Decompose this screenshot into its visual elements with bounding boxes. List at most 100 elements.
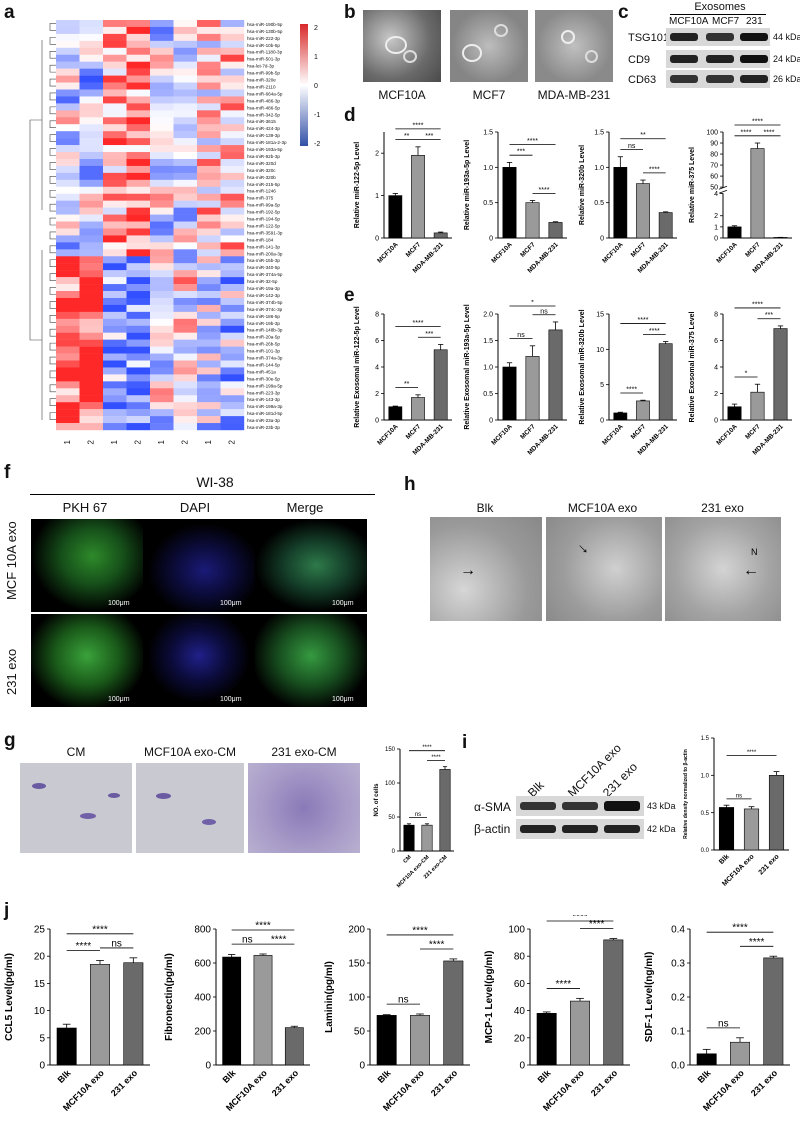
heatmap-cell — [103, 304, 127, 313]
bar — [90, 964, 110, 1066]
panel-label-c: c — [618, 2, 629, 23]
significance-label: **** — [413, 122, 424, 129]
heatmap-cell — [79, 395, 104, 403]
heatmap-cell — [103, 395, 127, 403]
em-label-mcf7: MCF7 — [472, 88, 506, 102]
heatmap-gene-label: hsa-miR-142-3p — [247, 293, 280, 298]
heatmap-cell — [126, 179, 151, 187]
y-tick-label: 25 — [34, 925, 46, 936]
heatmap-cell — [220, 207, 245, 215]
heatmap-cell — [79, 409, 104, 417]
blot-strip-alpha-sma — [516, 796, 644, 816]
heatmap-cell — [79, 297, 104, 306]
heatmap-cell — [79, 145, 104, 153]
heatmap-cell — [173, 145, 198, 153]
heatmap-cell — [56, 297, 80, 306]
heatmap-cell — [173, 346, 198, 354]
heatmap-cell — [56, 200, 80, 208]
category-label: Blk — [536, 1067, 554, 1085]
heatmap-cell — [126, 158, 151, 167]
bar — [603, 939, 624, 1066]
heatmap-cell — [197, 256, 221, 264]
y-axis-label: Relative miR-375 Level — [689, 147, 696, 223]
heatmap-cell — [220, 228, 245, 236]
heatmap-scale-tick: -1 — [314, 112, 320, 119]
heatmap-cell — [197, 207, 221, 215]
significance-label: **** — [76, 941, 92, 952]
heatmap-cell — [173, 291, 198, 299]
y-tick-label: 5 — [39, 1033, 45, 1044]
heatmap-cell — [126, 242, 151, 250]
heatmap-cell — [79, 179, 104, 187]
heatmap-cell — [126, 277, 151, 285]
heatmap-cell — [79, 339, 104, 347]
heatmap-cell — [56, 346, 80, 354]
y-tick-label: 1.0 — [483, 165, 493, 172]
heatmap-cell — [173, 423, 198, 431]
bar — [548, 329, 563, 421]
heatmap-cell — [220, 179, 245, 187]
heatmap-cell — [220, 47, 245, 55]
heatmap-cell — [197, 416, 221, 424]
heatmap-cell — [150, 193, 174, 201]
heatmap-cell — [56, 158, 80, 167]
heatmap-gene-label: hsa-miR-320d — [247, 161, 276, 166]
heatmap-cell — [79, 200, 104, 208]
bar — [768, 775, 785, 851]
heatmap-cell — [173, 40, 198, 48]
heatmap-cell — [103, 249, 127, 257]
y-tick-label: 150 — [348, 959, 365, 970]
blot-protein-cd63: CD63 — [628, 74, 657, 86]
panel-label-a: a — [4, 2, 15, 23]
bar — [773, 328, 788, 421]
heatmap-scale-tick: 2 — [314, 25, 318, 32]
heatmap-cell — [173, 200, 198, 208]
heatmap-cell — [126, 186, 151, 194]
heatmap-cell — [197, 152, 221, 160]
y-tick-label: 8 — [714, 311, 718, 318]
heatmap-cell — [56, 110, 80, 118]
heatmap-cell — [126, 61, 151, 69]
heatmap-cell — [56, 263, 80, 271]
heatmap-cell — [103, 172, 127, 181]
bar — [636, 183, 650, 239]
heatmap-cell — [79, 228, 104, 236]
category-label: MCF7 — [744, 423, 762, 441]
heatmap-cell — [173, 33, 198, 42]
heatmap-cell — [150, 158, 174, 167]
transwell-image-231 — [248, 763, 360, 853]
heatmap-gene-label: hsa-miR-190b-5p — [247, 22, 283, 27]
blot-size-44: 44 kDa — [773, 32, 800, 42]
heatmap-cell — [56, 311, 80, 320]
heatmap-sample-label: LR2 — [180, 439, 189, 445]
transwell-col-231: 231 exo-CM — [271, 745, 337, 759]
heatmap-cell — [150, 47, 174, 55]
heatmap-cell — [197, 117, 221, 125]
heatmap-gene-label: hsa-miR-320e — [247, 78, 276, 83]
heatmap-cell — [220, 40, 245, 48]
heatmap-cell — [150, 89, 174, 97]
blot-size-43: 43 kDa — [647, 801, 676, 811]
y-tick-label: 150 — [385, 747, 396, 753]
heatmap-cell — [173, 249, 198, 257]
heatmap-sample-label: BM1 — [110, 439, 119, 445]
heatmap-cell — [150, 374, 174, 382]
y-tick-label: 0 — [600, 235, 604, 242]
heatmap-cell — [126, 263, 151, 271]
tem-nucleus-marker: N — [751, 547, 758, 557]
heatmap-cell — [126, 318, 151, 326]
heatmap-cell — [126, 68, 151, 76]
heatmap-cell — [150, 242, 174, 250]
heatmap-cell — [220, 416, 245, 424]
heatmap-cell — [173, 103, 198, 111]
y-tick-label: 0.5 — [483, 200, 493, 207]
heatmap-cell — [103, 152, 127, 160]
transwell-col-mcf10a: MCF10A exo-CM — [143, 745, 237, 759]
y-tick-label: 100 — [508, 925, 525, 936]
heatmap-figure: hsa-miR-190b-5p hsa-miR-130b-5p hsa-miR-22… — [29, 20, 320, 445]
heatmap-cell — [197, 263, 221, 271]
heatmap-cell — [197, 124, 221, 132]
heatmap-cell — [173, 54, 198, 62]
heatmap-cell — [197, 423, 221, 431]
